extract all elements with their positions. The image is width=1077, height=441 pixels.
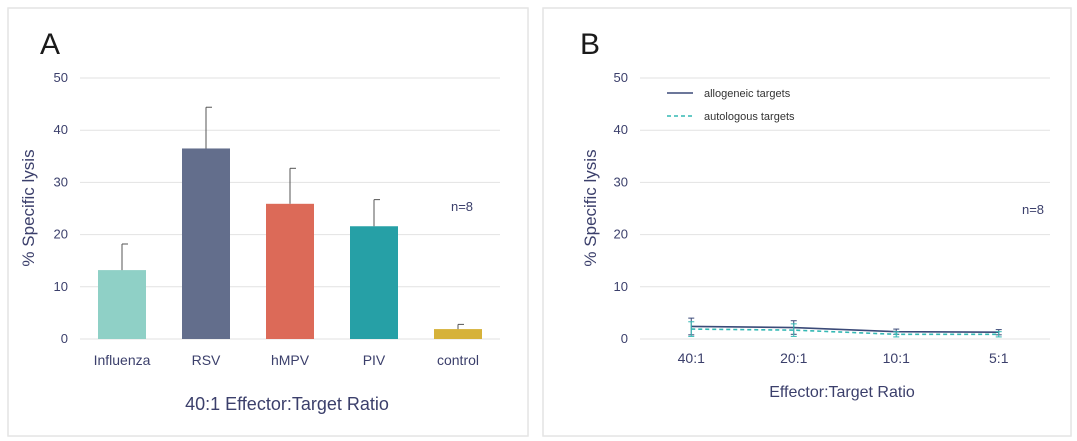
- error-bar-control: [457, 323, 464, 330]
- panel-b-legend: allogeneic targets autologous targets: [667, 88, 795, 123]
- panel-b-y-tick-label: 20: [614, 227, 628, 242]
- panel-b: B 0 10 20 30 40 50 40:1 20:1 10:1 5:1 allogeneic…: [580, 28, 1050, 401]
- panel-b-y-tick-label: 0: [621, 331, 628, 346]
- panel-a-x-tick-label: hMPV: [271, 352, 310, 368]
- panel-b-x-tick-label: 5:1: [989, 350, 1009, 366]
- panel-b-frame: [542, 7, 1072, 437]
- panel-b-y-tick-label: 40: [614, 122, 628, 137]
- panel-a-x-tick-label: PIV: [363, 352, 386, 368]
- panel-b-y-tick-label: 50: [614, 70, 628, 85]
- panel-a-x-axis-label: 40:1 Effector:Target Ratio: [185, 394, 389, 414]
- panel-b-y-tick-label: 10: [614, 279, 628, 294]
- panel-a-y-axis-label: % Specific lysis: [19, 149, 38, 266]
- bar-influenza: [98, 270, 146, 339]
- series-line: [691, 325, 999, 334]
- panel-b-grid: [640, 77, 1050, 340]
- panel-b-y-axis-label: % Specific lysis: [581, 149, 600, 266]
- panel-a-y-ticks: 0 10 20 30 40 50: [54, 70, 68, 346]
- panel-a-bars: [98, 148, 482, 339]
- panel-a-y-tick-label: 10: [54, 279, 68, 294]
- panel-b-x-tick-label: 40:1: [678, 350, 705, 366]
- panel-a-x-tick-label: control: [437, 352, 479, 368]
- bar-piv: [350, 226, 398, 339]
- panel-a-y-tick-label: 0: [61, 331, 68, 346]
- panel-b-x-axis-label: Effector:Target Ratio: [769, 384, 915, 401]
- panel-a-label: A: [40, 28, 60, 61]
- legend-label: allogeneic targets: [704, 88, 791, 100]
- panel-a-y-tick-label: 40: [54, 122, 68, 137]
- panel-b-series: [688, 317, 1002, 338]
- legend-item: autologous targets: [667, 111, 795, 123]
- legend-item: allogeneic targets: [667, 88, 791, 100]
- panel-a-annotation: n=8: [451, 199, 473, 214]
- panel-a-x-ticks: Influenza RSV hMPV PIV control: [94, 352, 479, 368]
- panel-a-x-tick-label: RSV: [192, 352, 221, 368]
- series-error-bar: [995, 331, 1002, 338]
- series-error-bar: [893, 331, 900, 338]
- panel-b-y-tick-label: 30: [614, 174, 628, 189]
- panel-a-y-tick-label: 50: [54, 70, 68, 85]
- panel-a-y-tick-label: 30: [54, 174, 68, 189]
- panel-b-x-tick-label: 10:1: [883, 350, 910, 366]
- panel-b-annotation: n=8: [1022, 202, 1044, 217]
- panel-b-label: B: [580, 28, 600, 61]
- bar-hmpv: [266, 203, 314, 339]
- error-bar-influenza: [121, 243, 128, 271]
- error-bar-rsv: [205, 106, 212, 149]
- panel-b-x-tick-label: 20:1: [780, 350, 807, 366]
- error-bar-hmpv: [289, 167, 296, 204]
- panel-a-x-tick-label: Influenza: [94, 352, 151, 368]
- panel-a: A 0 10 20 30 40 50 Influenza RSV hMPV PIV control…: [19, 28, 500, 414]
- panel-a-y-tick-label: 20: [54, 227, 68, 242]
- panel-b-x-ticks: 40:1 20:1 10:1 5:1: [678, 350, 1009, 366]
- legend-label: autologous targets: [704, 111, 795, 123]
- bar-control: [434, 329, 482, 339]
- series-error-bar: [790, 323, 797, 337]
- series-line: [691, 328, 999, 336]
- series-autologous-targets: [688, 321, 1002, 338]
- series-error-bar: [688, 321, 695, 337]
- panel-a-error-bars: [121, 106, 464, 330]
- panel-b-y-ticks: 0 10 20 30 40 50: [614, 70, 628, 346]
- bar-rsv: [182, 148, 230, 339]
- error-bar-piv: [373, 199, 380, 227]
